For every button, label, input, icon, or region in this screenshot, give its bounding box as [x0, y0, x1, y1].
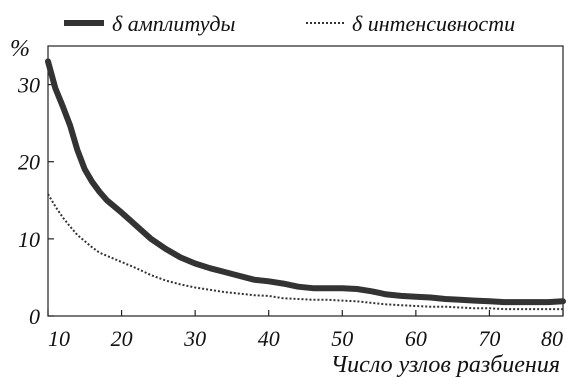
x-tick-label: 10 — [48, 326, 70, 351]
legend: δ амплитуды δ интенсивности — [64, 11, 515, 36]
y-tick-label: 10 — [18, 227, 40, 252]
legend-label-amplitude: δ амплитуды — [112, 11, 236, 36]
x-tick-label: 40 — [258, 326, 280, 351]
y-tick-label: 0 — [29, 304, 40, 329]
y-tick-label: 20 — [18, 150, 40, 175]
x-tick-label: 80 — [541, 326, 563, 351]
x-tick-label: 70 — [478, 326, 500, 351]
plot-frame — [47, 45, 564, 317]
y-axis: 0 10 20 30 — [17, 73, 54, 329]
legend-label-intensity: δ интенсивности — [352, 11, 515, 36]
y-axis-unit: % — [10, 36, 30, 62]
x-tick-label: 50 — [331, 326, 353, 351]
series-line-intensity — [47, 193, 563, 311]
x-axis: 10 20 30 40 50 60 70 80 — [47, 310, 564, 351]
series-layer — [45, 58, 566, 311]
x-axis-title: Число узлов разбиения — [331, 352, 560, 378]
x-tick-label: 30 — [183, 326, 206, 351]
series-line-amplitude — [45, 58, 566, 306]
y-tick-label: 30 — [17, 73, 40, 98]
x-tick-label: 60 — [405, 326, 427, 351]
x-tick-label: 20 — [111, 326, 133, 351]
